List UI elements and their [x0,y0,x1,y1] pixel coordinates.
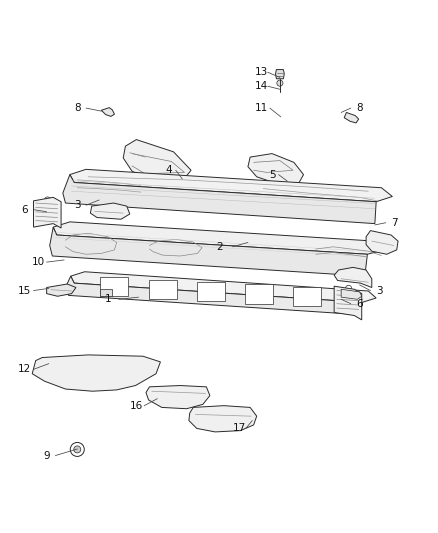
Polygon shape [53,222,383,254]
Ellipse shape [111,183,135,194]
Text: 8: 8 [355,103,362,113]
Polygon shape [333,268,371,287]
Polygon shape [46,284,76,296]
Circle shape [161,243,172,253]
Polygon shape [146,385,209,409]
Polygon shape [343,112,358,123]
Polygon shape [33,197,61,228]
Circle shape [223,245,233,255]
Circle shape [74,446,81,453]
Text: 7: 7 [390,218,397,228]
Circle shape [107,210,115,218]
Polygon shape [247,154,303,184]
Ellipse shape [115,374,131,385]
Polygon shape [70,169,392,201]
Text: 17: 17 [232,423,245,433]
Ellipse shape [71,375,86,386]
Text: 8: 8 [74,103,81,113]
Text: 4: 4 [166,165,172,175]
Text: 9: 9 [43,450,50,461]
Circle shape [213,412,223,423]
Text: 10: 10 [31,257,44,267]
Polygon shape [63,175,375,224]
Polygon shape [100,289,112,296]
Circle shape [49,372,56,378]
Circle shape [44,197,50,203]
Ellipse shape [161,187,180,196]
Text: 12: 12 [18,365,31,374]
Text: 6: 6 [355,298,362,309]
Polygon shape [275,70,284,79]
Text: 14: 14 [254,81,267,91]
Polygon shape [90,203,130,219]
Polygon shape [292,287,320,306]
Polygon shape [71,272,375,302]
Text: 5: 5 [268,169,275,180]
Polygon shape [188,406,256,432]
Text: 1: 1 [104,294,111,304]
Ellipse shape [274,191,295,200]
Polygon shape [340,289,361,300]
Circle shape [83,238,93,249]
Polygon shape [244,285,272,304]
Text: 3: 3 [375,286,381,296]
Polygon shape [65,276,361,314]
Polygon shape [49,227,367,276]
Circle shape [276,80,283,86]
Circle shape [135,364,142,370]
Circle shape [196,394,203,401]
Circle shape [155,390,164,399]
Polygon shape [101,108,114,116]
Text: 15: 15 [18,286,31,296]
Circle shape [350,273,357,281]
Polygon shape [123,140,191,181]
Circle shape [376,240,385,249]
Circle shape [179,391,187,400]
Polygon shape [196,282,224,301]
Text: 3: 3 [74,200,81,210]
Ellipse shape [76,361,98,377]
Text: 2: 2 [215,242,223,252]
Polygon shape [333,286,361,320]
Circle shape [345,285,351,292]
Polygon shape [32,355,160,391]
Text: 11: 11 [254,103,267,113]
Polygon shape [365,231,397,254]
Circle shape [70,442,84,456]
Circle shape [233,417,240,424]
Polygon shape [148,280,176,299]
Polygon shape [100,277,128,296]
Ellipse shape [215,188,241,198]
Text: 16: 16 [130,401,143,410]
Text: 6: 6 [21,205,28,215]
Text: 13: 13 [254,67,267,77]
Ellipse shape [100,367,118,379]
Ellipse shape [54,361,74,375]
